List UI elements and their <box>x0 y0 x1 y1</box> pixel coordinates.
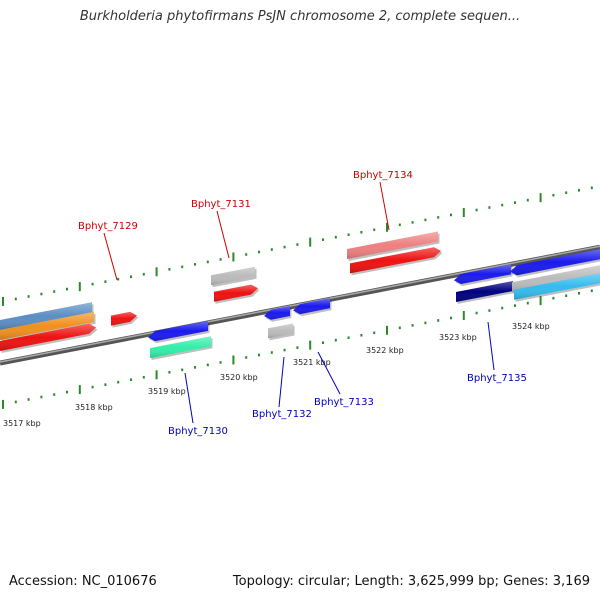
feature-shade <box>148 320 208 342</box>
gene-leader-line <box>487 321 495 371</box>
reverse-feature-right-skyblue[interactable] <box>514 273 600 302</box>
feature-shade <box>456 281 513 302</box>
gene-label[interactable]: Bphyt_7133 <box>314 397 374 408</box>
forward-feature-7134-pink[interactable] <box>347 231 440 262</box>
forward-gene-7129[interactable] <box>111 311 139 328</box>
gene-leader-line <box>278 356 285 408</box>
kbp-label: 3518 kbp <box>75 403 113 412</box>
topology-text: Topology: circular; Length: 3,625,999 bp… <box>232 574 590 589</box>
gene-label[interactable]: Bphyt_7134 <box>353 170 413 181</box>
kbp-label: 3523 kbp <box>439 333 477 342</box>
gene-leader-line <box>103 232 118 281</box>
feature-shade <box>0 323 96 351</box>
forward-gene-7131[interactable] <box>214 284 260 304</box>
map-title: Burkholderia phytofirmans PsJN chromosom… <box>79 9 521 24</box>
reverse-gene-7132[interactable] <box>264 306 292 322</box>
reverse-gene-7133[interactable] <box>293 298 332 317</box>
reverse-gene-7135[interactable] <box>454 264 513 286</box>
forward-feature-left-orange[interactable] <box>0 311 96 342</box>
reverse-feature-7132-gray[interactable] <box>268 323 295 341</box>
feature-shade <box>214 284 258 302</box>
reverse-gene-right-blue[interactable] <box>510 249 600 278</box>
reverse-feature-7135-navy[interactable] <box>456 281 515 304</box>
gene-leader-line <box>184 372 194 424</box>
gene-label[interactable]: Bphyt_7131 <box>191 199 251 210</box>
feature-shade <box>512 265 600 293</box>
kbp-label: 3521 kbp <box>293 358 331 367</box>
gene-label[interactable]: Bphyt_7129 <box>78 221 138 232</box>
gene-leader-line <box>379 181 390 231</box>
gene-leader-line <box>317 351 341 395</box>
kbp-label: 3519 kbp <box>148 387 186 396</box>
feature-shade <box>0 302 92 330</box>
feature-shade <box>0 311 94 340</box>
feature-shade <box>150 336 211 359</box>
reverse-feature-7130-aqua[interactable] <box>150 336 213 361</box>
accession-text: Accession: NC_010676 <box>9 574 157 589</box>
kbp-label: 3520 kbp <box>220 373 258 382</box>
gene-label[interactable]: Bphyt_7132 <box>252 409 312 420</box>
gene-label[interactable]: Bphyt_7130 <box>168 426 228 437</box>
feature-shade <box>510 249 600 276</box>
forward-gene-left-red[interactable] <box>0 323 98 353</box>
forward-gene-7134[interactable] <box>350 247 443 276</box>
feature-shade <box>264 306 290 320</box>
feature-shade <box>454 264 511 284</box>
forward-feature-left-steelblue[interactable] <box>0 302 94 332</box>
gene-label[interactable]: Bphyt_7135 <box>467 373 527 384</box>
feature-shade <box>350 247 441 274</box>
feature-shade <box>111 311 137 326</box>
feature-shade <box>347 231 438 259</box>
feature-shade <box>211 266 255 286</box>
feature-shade <box>293 298 330 315</box>
reverse-gene-7130[interactable] <box>148 320 210 344</box>
feature-shade <box>514 273 600 300</box>
kbp-label: 3522 kbp <box>366 346 404 355</box>
forward-feature-7131-gray[interactable] <box>211 266 257 288</box>
kbp-label: 3524 kbp <box>512 322 550 331</box>
feature-shade <box>268 323 293 339</box>
kbp-label: 3517 kbp <box>3 419 41 428</box>
gene-leader-line <box>216 210 230 259</box>
